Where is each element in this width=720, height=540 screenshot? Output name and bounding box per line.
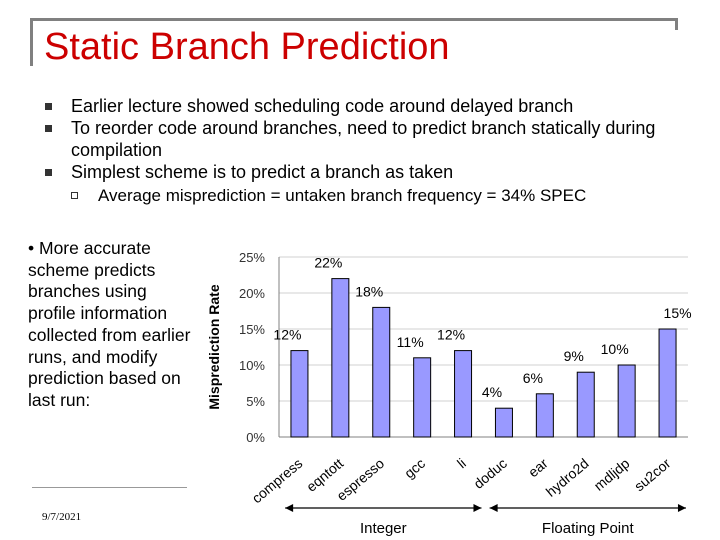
data-label: 10% xyxy=(601,341,629,357)
y-axis-label: Misprediction Rate xyxy=(206,284,222,409)
group-label: Floating Point xyxy=(542,520,635,537)
right-arrow-icon xyxy=(677,504,686,512)
square-bullet-icon xyxy=(45,103,52,110)
right-arrow-icon xyxy=(473,504,482,512)
y-tick-label: 0% xyxy=(246,430,265,445)
frame-top-line xyxy=(30,18,678,21)
bar xyxy=(658,328,677,438)
data-label: 4% xyxy=(482,384,502,400)
frame-right-line xyxy=(675,18,678,30)
data-label: 9% xyxy=(564,348,584,364)
bar xyxy=(617,364,636,438)
footer-divider xyxy=(32,487,187,488)
data-label: 6% xyxy=(523,370,543,386)
data-label: 11% xyxy=(397,334,424,350)
bullet-text: To reorder code around branches, need to… xyxy=(71,118,656,160)
left-arrow-icon xyxy=(489,504,498,512)
x-tick-label: ear xyxy=(525,455,551,480)
y-tick-label: 25% xyxy=(239,250,265,265)
bar xyxy=(576,371,595,438)
hollow-square-bullet-icon xyxy=(71,192,78,199)
group-label: Integer xyxy=(360,520,407,537)
square-bullet-icon xyxy=(45,169,52,176)
bullet-item: Simplest scheme is to predict a branch a… xyxy=(45,161,698,183)
left-arrow-icon xyxy=(285,504,294,512)
data-label: 12% xyxy=(273,327,301,343)
x-tick-label: su2cor xyxy=(631,455,674,494)
bar xyxy=(331,278,350,438)
data-label: 12% xyxy=(437,327,465,343)
bar xyxy=(535,393,554,438)
x-tick-label: mdljdp xyxy=(591,455,633,494)
data-label: 15% xyxy=(664,305,692,321)
data-label: 22% xyxy=(314,255,342,271)
bullet-item: Earlier lecture showed scheduling code a… xyxy=(45,95,698,117)
bullet-text: Simplest scheme is to predict a branch a… xyxy=(71,162,454,182)
bullet-item: To reorder code around branches, need to… xyxy=(45,117,698,161)
y-tick-label: 10% xyxy=(239,358,265,373)
bar xyxy=(494,407,513,438)
slide-title: Static Branch Prediction xyxy=(44,26,450,68)
y-tick-label: 15% xyxy=(239,322,265,337)
square-bullet-icon xyxy=(45,125,52,132)
bar xyxy=(413,357,432,438)
sub-bullet-text: Average misprediction = untaken branch f… xyxy=(98,186,587,205)
sub-bullet-item: Average misprediction = untaken branch f… xyxy=(71,185,698,207)
x-tick-label: gcc xyxy=(401,455,428,481)
x-tick-label: doduc xyxy=(470,455,510,492)
bar xyxy=(372,306,391,438)
x-tick-label: hydro2d xyxy=(543,455,592,500)
y-tick-label: 5% xyxy=(246,394,265,409)
frame-left-line xyxy=(30,18,33,66)
x-tick-label: compress xyxy=(249,455,306,506)
y-tick-label: 20% xyxy=(239,286,265,301)
slide-date: 9/7/2021 xyxy=(42,511,82,523)
side-note: • More accurate scheme predicts branches… xyxy=(28,238,191,410)
bar xyxy=(454,350,473,438)
x-tick-label: li xyxy=(454,455,469,471)
bar xyxy=(290,350,309,438)
bullet-list: Earlier lecture showed scheduling code a… xyxy=(45,95,698,207)
bullet-text: Earlier lecture showed scheduling code a… xyxy=(71,96,574,116)
data-label: 18% xyxy=(355,283,383,299)
